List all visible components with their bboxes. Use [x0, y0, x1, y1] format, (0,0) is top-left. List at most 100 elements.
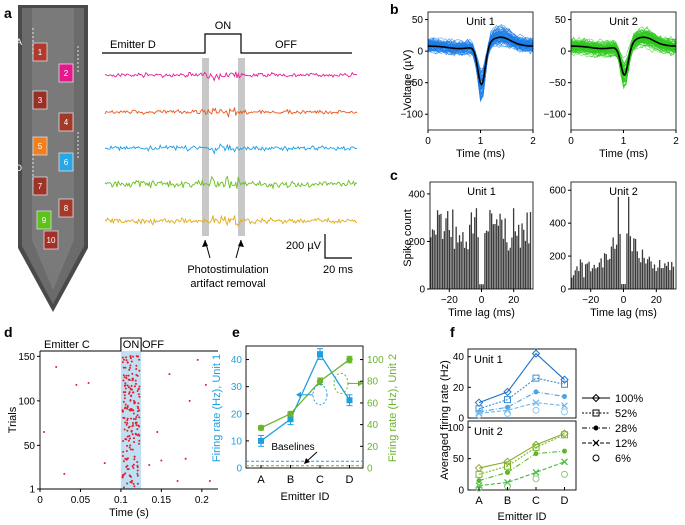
waveform-plot-2: Unit 2 50 0 −50 −100 0 1 2 Time (ms) — [543, 11, 679, 160]
spike-dot — [130, 360, 133, 363]
spike-dot — [134, 401, 137, 404]
spike-dot — [204, 383, 207, 386]
spike-dot — [122, 400, 125, 403]
spike-dot — [123, 397, 126, 400]
spike-dot — [136, 460, 139, 463]
spike-dot — [188, 399, 191, 402]
spike-dot — [132, 417, 135, 420]
spike-dot — [134, 432, 137, 435]
spike-dot — [134, 418, 137, 421]
marker-diamond — [560, 429, 569, 438]
data-point — [287, 416, 294, 423]
marker-circle — [475, 484, 483, 492]
spike-dot — [135, 416, 138, 419]
site-letter-d: D — [16, 163, 23, 173]
off-label: OFF — [275, 39, 297, 51]
waveform-trace — [427, 38, 534, 78]
plot-frame — [467, 348, 577, 419]
panel-a-letter: a — [4, 5, 12, 21]
waveform-trace — [427, 28, 534, 90]
data-point — [316, 378, 324, 385]
spike-dot — [127, 468, 130, 471]
spike-dot — [133, 485, 136, 488]
raster-stim-line — [40, 337, 218, 352]
spike-dot — [126, 419, 129, 422]
waveform-trace — [570, 25, 677, 77]
spike-dot — [121, 476, 124, 479]
spike-dot — [168, 373, 171, 376]
avg-rate-plot-2: Unit 2 0 50 100 — [447, 420, 577, 497]
spike-dot — [130, 388, 133, 391]
spike-dot — [148, 463, 151, 466]
xtick-label: D — [346, 474, 354, 486]
trace-1 — [104, 71, 358, 82]
spike-dot — [138, 395, 141, 398]
spike-dot — [122, 358, 125, 361]
spike-dot — [138, 358, 141, 361]
xtick-label: 0.2 — [195, 495, 209, 506]
marker-circle — [504, 409, 511, 417]
baselines-arrowhead — [304, 458, 310, 464]
spike-dot — [137, 393, 140, 396]
avg-rate-title: Unit 1 — [474, 354, 503, 366]
spike-dot — [124, 437, 127, 440]
spike-dot — [130, 417, 133, 420]
spike-dot — [121, 410, 124, 413]
spike-dot — [122, 473, 125, 476]
spike-dot — [131, 479, 134, 482]
plot-frame — [245, 345, 364, 469]
spike-dot — [131, 421, 134, 424]
spike-dot — [131, 372, 134, 375]
spike-dot — [121, 356, 124, 359]
spike-dot — [132, 463, 135, 466]
legend-label-5: 6% — [615, 453, 631, 465]
spike-dot — [184, 457, 187, 460]
spike-dot — [127, 386, 130, 389]
scale-time-label: 20 ms — [323, 264, 353, 276]
legend-label-2: 52% — [615, 408, 637, 420]
led-label-2: 2 — [64, 69, 69, 78]
spike-dot — [124, 421, 127, 424]
spike-dot — [124, 366, 127, 369]
series-line-28pct — [478, 391, 565, 413]
spike-dot — [128, 391, 131, 394]
trace-5 — [104, 214, 358, 227]
spike-dot — [133, 455, 136, 458]
marker-square — [532, 443, 540, 451]
mean-waveform — [571, 36, 676, 77]
marker-circle — [592, 454, 600, 462]
spike-dot — [129, 364, 132, 367]
ytick-label: 100 — [447, 423, 464, 434]
spike-dot — [134, 379, 137, 382]
spike-dot — [136, 389, 139, 392]
spike-dot — [131, 448, 134, 451]
panel-f-chart: Unit 1 0 20 40 Unit 2 0 50 100 A B C D Emitter ID Ave… — [439, 348, 643, 523]
spike-dot — [126, 464, 129, 467]
series-line-unit-1 — [260, 352, 351, 442]
marker-star — [533, 389, 539, 395]
acg-xlabel: Time lag (ms) — [448, 307, 515, 319]
spike-dot — [131, 433, 134, 436]
marker-circle — [532, 475, 540, 483]
legend-label-4: 12% — [615, 438, 637, 450]
series-line-12pct — [478, 461, 565, 487]
ytick-label: 20 — [453, 383, 465, 394]
panel-f-xlabel: Emitter ID — [498, 511, 547, 523]
spike-dot — [136, 410, 139, 413]
spike-dot — [124, 472, 127, 475]
marker-circle — [475, 411, 483, 419]
spike-dot — [130, 429, 133, 432]
xtick-label: A — [257, 474, 265, 486]
ytick-label: 0 — [458, 414, 464, 425]
spike-dot — [122, 416, 125, 419]
led-4 — [58, 112, 74, 132]
ytick-label: 0 — [417, 47, 423, 58]
waveform-trace — [427, 37, 534, 86]
spike-dot — [127, 439, 130, 442]
trace-4 — [104, 175, 358, 190]
spike-dot — [123, 407, 126, 410]
spike-dot — [63, 472, 66, 475]
ytick-label: 400 — [549, 219, 566, 230]
xtick-label: 20 — [651, 295, 663, 306]
